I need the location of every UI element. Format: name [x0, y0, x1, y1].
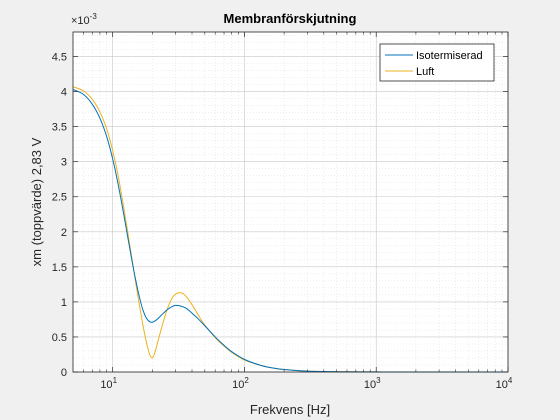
legend-box [379, 43, 495, 82]
series-layer [72, 86, 508, 373]
chart-title: Membranförskjutning [224, 11, 357, 26]
legend-label-luft: Luft [416, 66, 434, 78]
y-tick-label: 4 [61, 87, 67, 99]
plot-area [73, 32, 508, 372]
x-tick-label: 101 [100, 376, 117, 391]
y-tick-label: 3.5 [52, 122, 67, 134]
x-tick-base: 10 [364, 379, 376, 391]
y-exponent-base: ×10 [71, 15, 90, 27]
plot-frame [72, 31, 509, 373]
y-tick-label: 1.5 [52, 262, 67, 274]
y-tick-label: 4.5 [52, 52, 67, 64]
y-tick-label: 0.5 [52, 332, 67, 344]
x-tick-power: 2 [244, 376, 249, 385]
y-tick-labels: 0 0.5 1 1.5 2 2.5 3 3.5 4 4.5 [52, 52, 67, 379]
x-axis-title: Frekvens [Hz] [250, 402, 330, 417]
x-tick-label: 103 [364, 376, 381, 391]
y-exponent-power: -3 [90, 12, 98, 21]
x-tick-label: 102 [232, 376, 249, 391]
x-tick-base: 10 [496, 379, 508, 391]
y-tick-label: 1 [61, 297, 67, 309]
x-tick-power: 3 [376, 376, 381, 385]
legend: Isotermiserad Luft [379, 43, 495, 82]
x-tick-base: 10 [232, 379, 244, 391]
y-tick-label: 3 [61, 157, 67, 169]
legend-label-isotermiserad: Isotermiserad [416, 50, 483, 62]
y-tick-label: 0 [61, 367, 67, 379]
x-tick-power: 1 [113, 376, 118, 385]
y-tick-label: 2 [61, 227, 67, 239]
y-exponent-label: ×10-3 [71, 12, 97, 27]
y-axis-title: xm (toppvärde) 2,83 V [29, 137, 44, 266]
x-tick-labels: 101 102 103 104 [100, 376, 513, 391]
series-line-isotermiserad [72, 89, 508, 373]
axis-ticks [73, 32, 509, 373]
x-tick-power: 4 [508, 376, 513, 385]
x-tick-label: 104 [496, 376, 513, 391]
y-tick-label: 2.5 [52, 192, 67, 204]
x-tick-base: 10 [100, 379, 112, 391]
